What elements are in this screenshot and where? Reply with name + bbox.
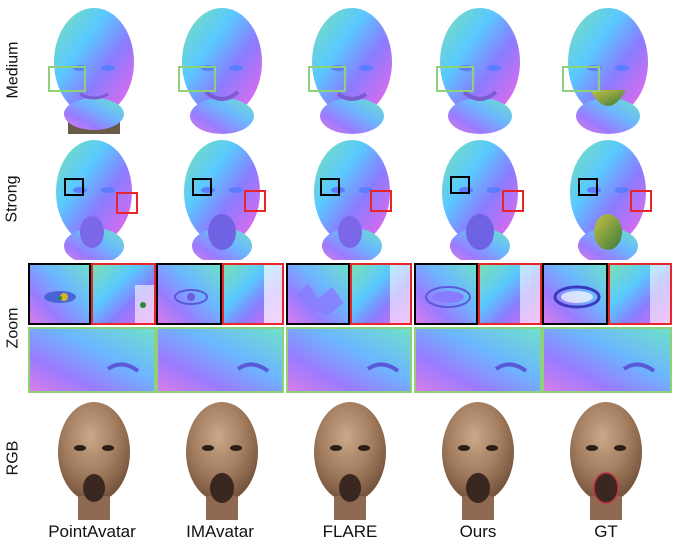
zoom-cheek-pointavatar xyxy=(91,263,156,325)
eye-box xyxy=(64,178,84,196)
medium-flare-normal xyxy=(298,2,403,134)
mouth-box xyxy=(562,66,600,92)
strong-gt-normal xyxy=(554,136,664,260)
column-label-flare: FLARE xyxy=(322,522,378,541)
medium-ours-normal xyxy=(426,2,531,134)
zoom-cheek-ours xyxy=(478,263,542,325)
rgb-ours xyxy=(428,396,528,520)
row-label-rgb: RGB xyxy=(4,440,22,476)
zoom-eye-gt xyxy=(542,263,608,325)
zoom-cheek-flare xyxy=(350,263,412,325)
strong-imavatar-normal xyxy=(168,136,278,260)
eye-box xyxy=(450,176,470,194)
zoom-mouth-ours xyxy=(414,327,542,393)
zoom-mouth-flare xyxy=(286,327,412,393)
cheek-box xyxy=(116,192,138,214)
eye-box xyxy=(192,178,212,196)
column-label-imavatar: IMAvatar xyxy=(186,522,254,541)
rgb-pointavatar xyxy=(44,396,144,520)
eye-box xyxy=(320,178,340,196)
column-label-gt: GT xyxy=(594,522,618,541)
medium-pointavatar-normal xyxy=(40,2,145,134)
zoom-cheek-gt xyxy=(608,263,672,325)
mouth-box xyxy=(48,66,86,92)
zoom-eye-pointavatar xyxy=(28,263,91,325)
cheek-box xyxy=(502,190,524,212)
zoom-eye-imavatar xyxy=(156,263,222,325)
medium-imavatar-normal xyxy=(168,2,273,134)
mouth-box xyxy=(178,66,216,92)
zoom-eye-flare xyxy=(286,263,350,325)
rgb-imavatar xyxy=(172,396,272,520)
column-label-pointavatar: PointAvatar xyxy=(48,522,136,541)
strong-flare-normal xyxy=(298,136,408,260)
column-label-ours: Ours xyxy=(459,522,497,541)
strong-ours-normal xyxy=(426,136,536,260)
zoom-mouth-pointavatar xyxy=(28,327,156,393)
rgb-gt xyxy=(556,396,656,520)
cheek-box xyxy=(370,190,392,212)
row-label-zoom: Zoom xyxy=(4,307,21,349)
cheek-box xyxy=(244,190,266,212)
zoom-mouth-imavatar xyxy=(156,327,284,393)
row-label-medium: Medium xyxy=(4,41,21,99)
eye-box xyxy=(578,178,598,196)
row-label-strong: Strong xyxy=(4,175,22,223)
cheek-box xyxy=(630,190,652,212)
rgb-flare xyxy=(300,396,400,520)
medium-gt-normal xyxy=(554,2,659,134)
zoom-eye-ours xyxy=(414,263,478,325)
zoom-cheek-imavatar xyxy=(222,263,284,325)
mouth-box xyxy=(308,66,346,92)
strong-pointavatar-normal xyxy=(40,136,150,260)
zoom-mouth-gt xyxy=(542,327,672,393)
mouth-box xyxy=(436,66,474,92)
